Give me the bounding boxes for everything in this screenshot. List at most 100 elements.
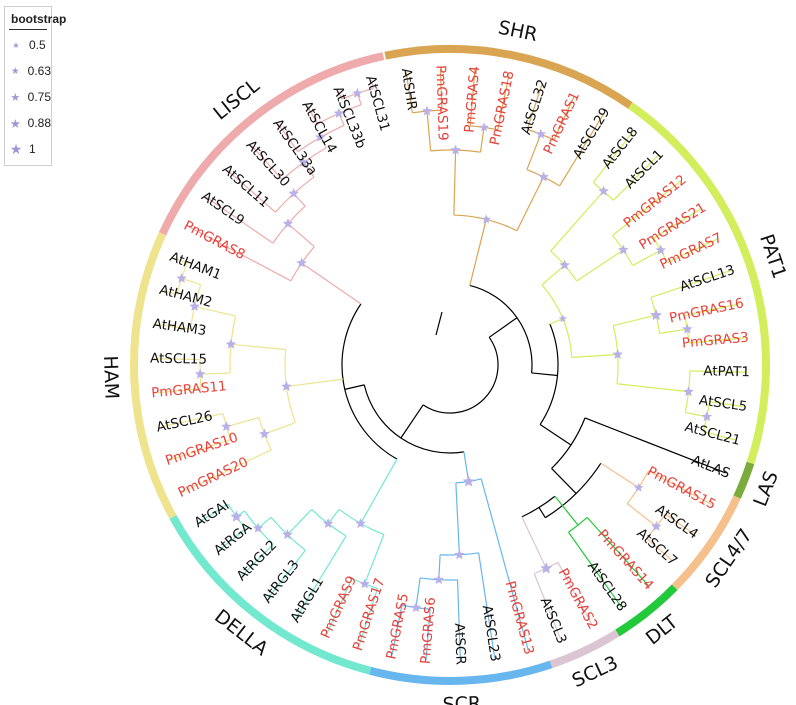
branch-line bbox=[287, 223, 315, 248]
leaf-label: AtSCL23 bbox=[479, 604, 503, 663]
branch-line bbox=[358, 588, 379, 647]
leaf-label: AtSCL32 bbox=[518, 77, 551, 136]
branch-line bbox=[586, 517, 649, 586]
bootstrap-star bbox=[650, 308, 663, 321]
branch-line bbox=[364, 534, 385, 585]
star-icon: ★ bbox=[11, 65, 20, 77]
branch-line bbox=[550, 190, 605, 252]
leaf-label: AtPAT1 bbox=[703, 363, 750, 380]
bootstrap-star bbox=[598, 185, 609, 196]
branch-line bbox=[154, 358, 201, 361]
bootstrap-star bbox=[282, 218, 294, 229]
leaf-label: PmGRAS18 bbox=[487, 69, 518, 146]
bootstrap-star bbox=[352, 87, 363, 98]
branch-line bbox=[666, 238, 719, 264]
branch-line bbox=[463, 451, 470, 482]
legend-item: ★ 0.88 bbox=[5, 110, 51, 136]
bootstrap-star bbox=[559, 259, 570, 270]
branch-line bbox=[554, 495, 579, 526]
branch-line bbox=[650, 270, 731, 299]
clade-label: SHR bbox=[496, 17, 539, 46]
branch-arc bbox=[545, 462, 602, 519]
branch-line bbox=[551, 468, 577, 494]
branch-line bbox=[613, 154, 659, 201]
bootstrap-star bbox=[454, 549, 465, 560]
branch-line bbox=[612, 180, 682, 236]
branch-line bbox=[163, 290, 178, 295]
branch-line bbox=[264, 421, 296, 435]
clade-ring-segment bbox=[549, 629, 620, 669]
branch-line bbox=[169, 438, 231, 461]
leaf-label: PmGRAS19 bbox=[432, 65, 450, 141]
legend-item-label: 0.63 bbox=[27, 64, 51, 78]
leaf-label: AtHAM2 bbox=[158, 282, 214, 311]
branch-line bbox=[592, 131, 634, 183]
branch-line bbox=[568, 531, 622, 607]
bootstrap-star bbox=[651, 520, 662, 531]
branch-line bbox=[613, 314, 657, 327]
branch-line bbox=[156, 323, 191, 330]
bootstrap-star bbox=[230, 510, 243, 522]
bootstrap-star bbox=[683, 386, 694, 397]
branch-line bbox=[516, 176, 545, 231]
branch-line bbox=[659, 328, 688, 334]
legend-item-label: 0.88 bbox=[27, 116, 51, 130]
branch-line bbox=[439, 69, 443, 111]
branch-line bbox=[218, 528, 246, 551]
branch-line bbox=[688, 337, 745, 344]
bootstrap-star bbox=[176, 272, 187, 283]
clade-ring-segment bbox=[169, 514, 372, 675]
legend-item-label: 0.75 bbox=[27, 90, 51, 104]
legend-item-label: 1 bbox=[29, 142, 36, 156]
bootstrap-star bbox=[538, 171, 549, 182]
branch-line bbox=[344, 384, 365, 390]
legend-divider bbox=[9, 29, 47, 30]
bootstrap-star bbox=[612, 348, 623, 359]
branch-line bbox=[456, 579, 461, 661]
bootstrap-star bbox=[655, 244, 667, 255]
leaf-label: AtSCL9 bbox=[198, 188, 247, 229]
leaf-label: PmGRAS13 bbox=[502, 579, 537, 656]
bootstrap-star bbox=[701, 411, 713, 422]
branch-line bbox=[584, 417, 726, 474]
branch-line bbox=[415, 577, 421, 608]
clade-ring-segment bbox=[628, 102, 770, 465]
leaf-label: AtHAM3 bbox=[152, 316, 208, 339]
branch-arc bbox=[539, 323, 559, 425]
branch-line bbox=[230, 343, 286, 351]
bootstrap-star bbox=[433, 574, 445, 585]
bootstrap-star bbox=[462, 475, 475, 487]
branch-line bbox=[181, 277, 201, 286]
branch-line bbox=[526, 83, 543, 130]
branch-line bbox=[301, 262, 362, 305]
bootstrap-star bbox=[479, 122, 489, 132]
clade-label: LAS bbox=[749, 468, 783, 510]
branch-line bbox=[425, 609, 431, 661]
clade-label: HAM bbox=[99, 355, 123, 399]
bootstrap-star bbox=[194, 368, 206, 379]
branch-line bbox=[188, 226, 292, 282]
leaf-label: AtSCL3 bbox=[537, 595, 570, 646]
branch-arc bbox=[341, 303, 398, 460]
bootstrap-star bbox=[315, 131, 326, 142]
branch-line bbox=[653, 208, 702, 239]
branch-line bbox=[703, 431, 737, 441]
branch-line bbox=[648, 470, 712, 505]
branch-line bbox=[526, 133, 542, 170]
branch-line bbox=[469, 219, 487, 286]
leaf-label: AtRGL3 bbox=[259, 557, 303, 606]
branch-line bbox=[453, 150, 457, 216]
leaf-label: AtSCL31 bbox=[362, 74, 393, 133]
branch-line bbox=[405, 72, 413, 113]
branch-arc bbox=[422, 336, 499, 414]
branch-line bbox=[538, 507, 546, 518]
leaf-label: AtGAI bbox=[192, 497, 233, 531]
leaf-label: PmGRAS11 bbox=[151, 378, 228, 401]
branch-line bbox=[455, 482, 461, 555]
star-icon: ★ bbox=[10, 91, 21, 104]
clade-label: DELLA bbox=[210, 605, 272, 660]
clade-label: SCR bbox=[442, 693, 481, 705]
branch-line bbox=[370, 79, 374, 89]
bootstrap-star bbox=[558, 314, 567, 323]
